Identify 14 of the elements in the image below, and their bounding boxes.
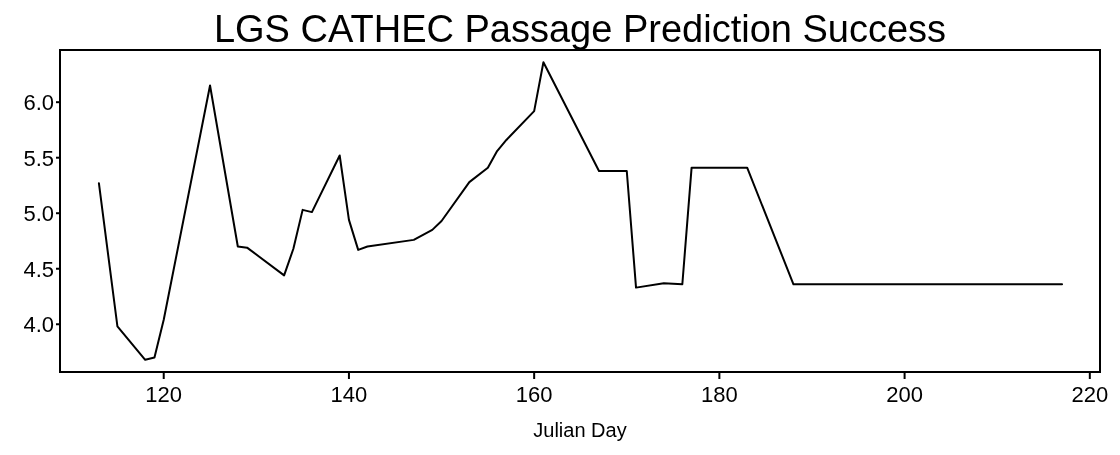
line-series [97, 61, 1064, 361]
x-axis-title: Julian Day [533, 419, 627, 441]
x-tick-label: 120 [145, 382, 183, 407]
y-tick-label: 6.0 [23, 90, 54, 116]
y-tick-label: 5.5 [23, 145, 54, 171]
y-tick-label: 5.0 [23, 201, 54, 227]
y-tick-label: 4.5 [23, 256, 54, 282]
y-tick-label: 4.0 [23, 312, 54, 338]
chart-title: LGS CATHEC Passage Prediction Success [213, 8, 947, 50]
x-tick-label: 180 [701, 382, 738, 407]
x-tick-label: 140 [330, 382, 368, 407]
x-tick-label: 200 [886, 382, 923, 407]
x-tick-label: 220 [1071, 382, 1109, 407]
x-tick-label: 160 [515, 382, 553, 407]
